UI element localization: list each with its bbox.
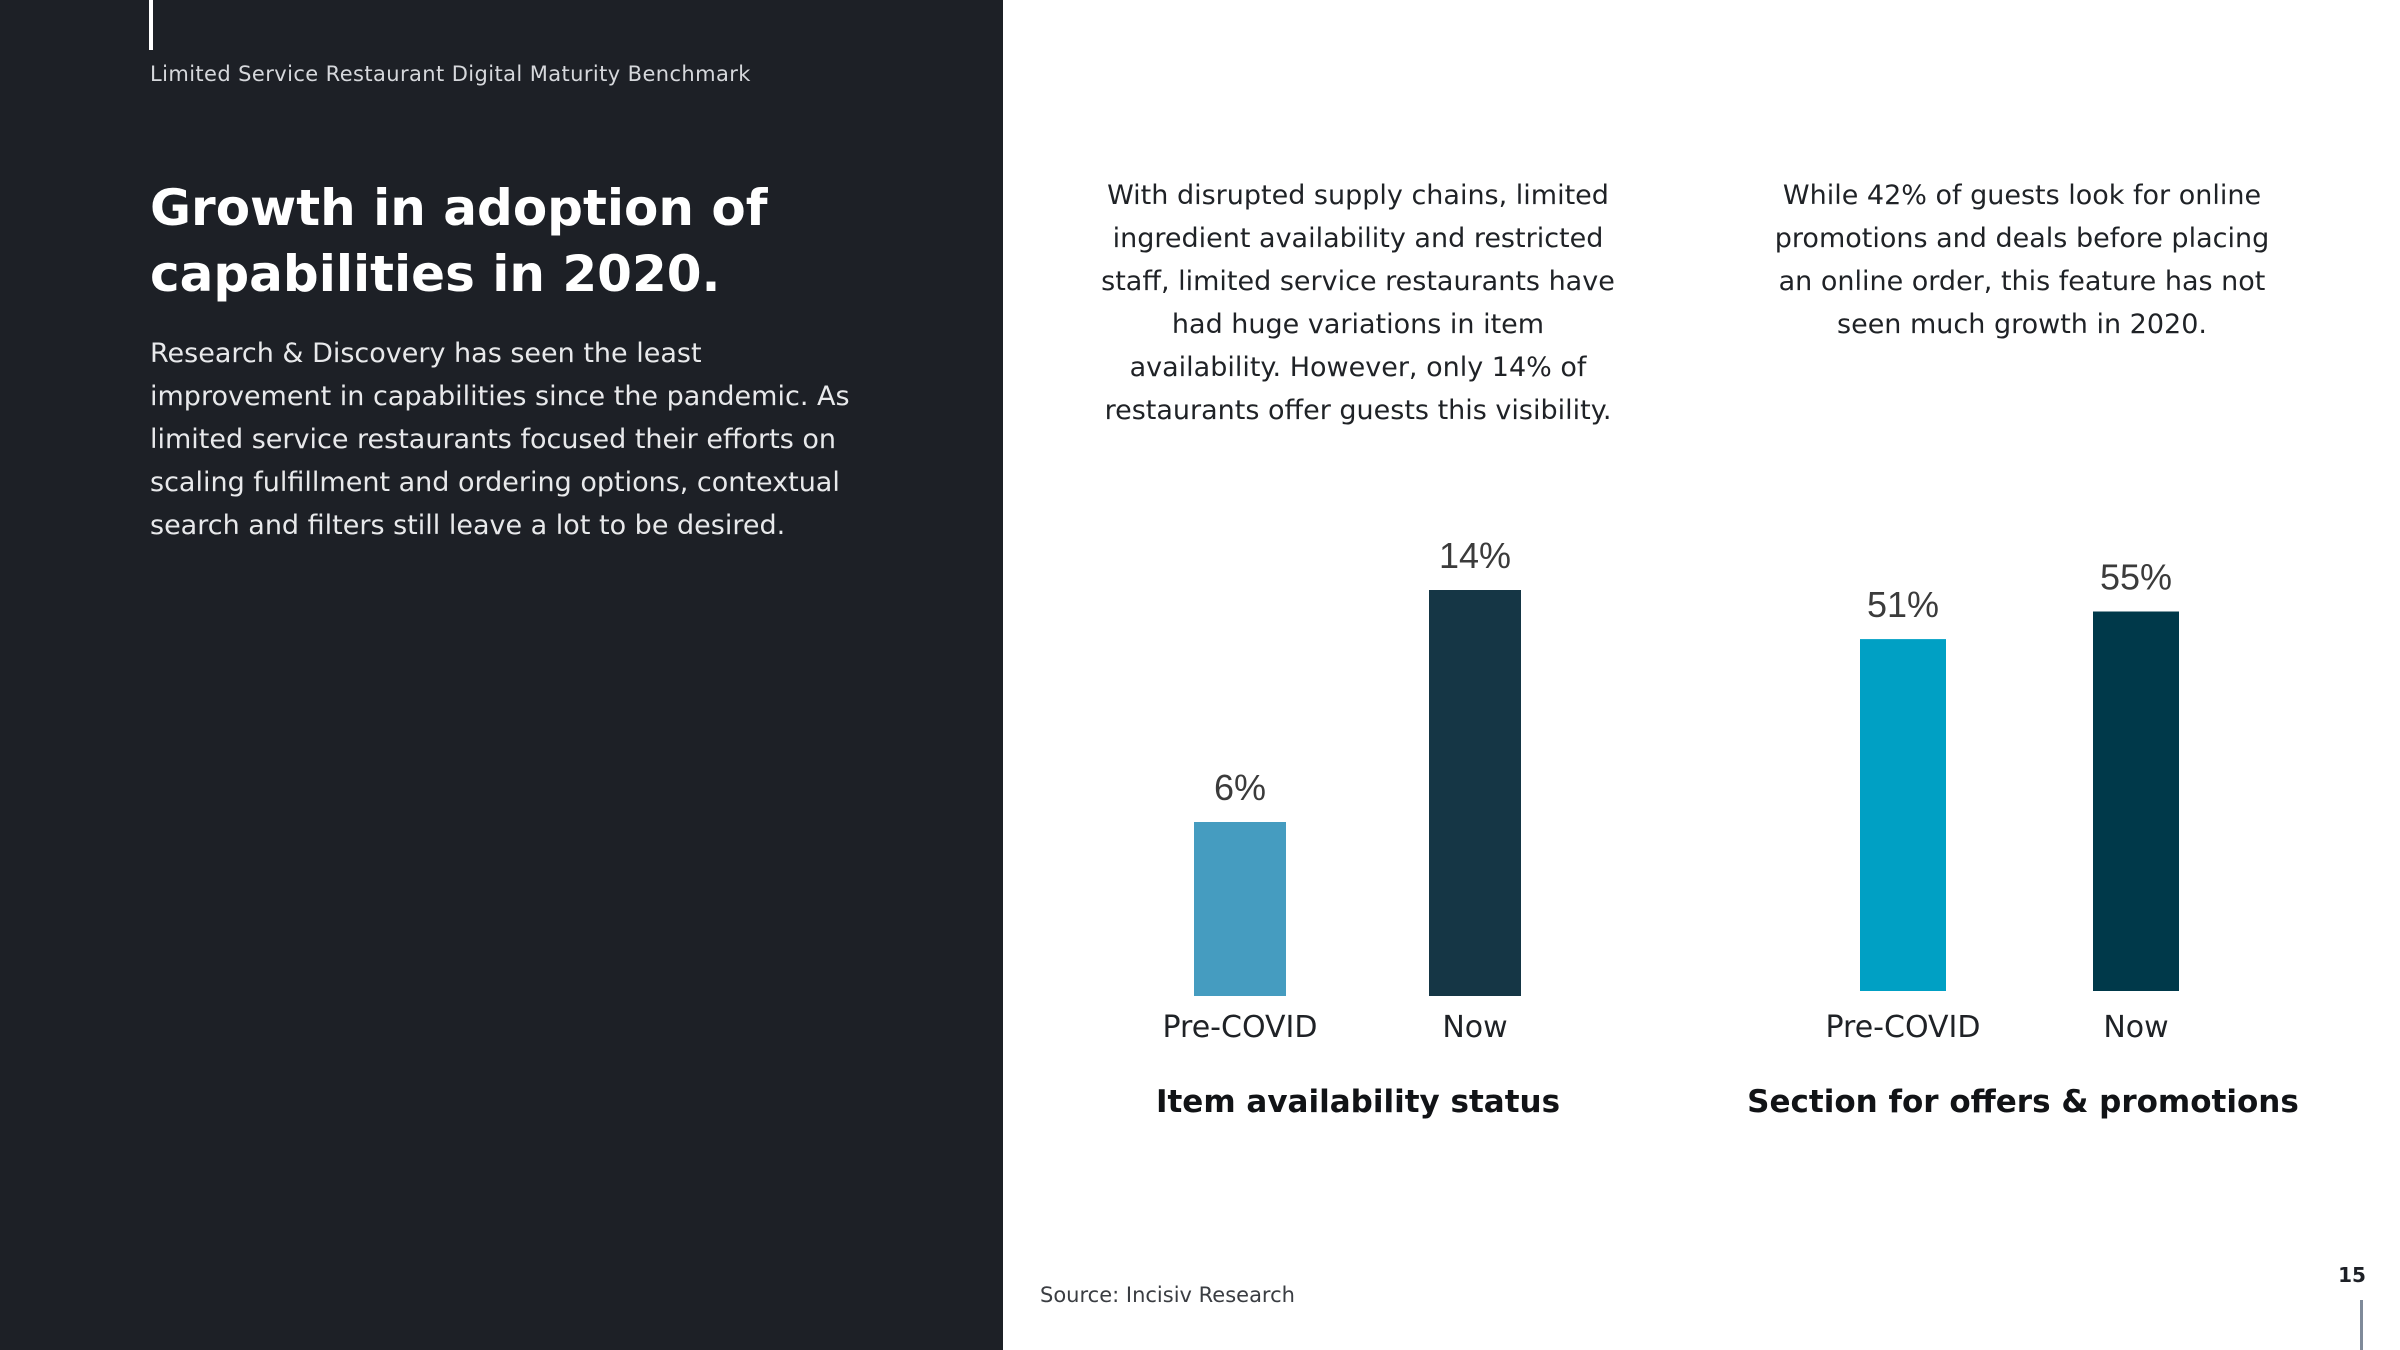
- source-note: Source: Incisiv Research: [1040, 1283, 1295, 1307]
- data-label-2-2: 55%: [2100, 557, 2172, 598]
- category-label-2-1: Pre-COVID: [1825, 1010, 1980, 1045]
- bar-2-2: [2093, 611, 2179, 991]
- accent-line: [149, 0, 153, 50]
- accent-line-bottom: [2360, 1300, 2363, 1350]
- callout-item-availability: With disrupted supply chains, limited in…: [1101, 180, 1615, 426]
- left-panel: Limited Service Restaurant Digital Matur…: [0, 0, 1003, 1350]
- callout-offers-promotions: While 42% of guests look for online prom…: [1774, 180, 2270, 340]
- category-label-1-2: Now: [1442, 1010, 1507, 1045]
- report-header-label: Limited Service Restaurant Digital Matur…: [150, 62, 751, 86]
- chart-title-1: Item availability status: [1156, 1084, 1560, 1120]
- bar-2-1: [1860, 639, 1946, 991]
- category-label-2-2: Now: [2103, 1010, 2168, 1045]
- page-number: 15: [2338, 1263, 2366, 1287]
- bar-1-1: [1194, 822, 1286, 996]
- page-title: Growth in adoption of capabilities in 20…: [150, 179, 768, 303]
- data-label-1-2: 14%: [1439, 535, 1511, 576]
- data-label-2-1: 51%: [1867, 584, 1939, 625]
- category-label-1-1: Pre-COVID: [1162, 1010, 1317, 1045]
- chart-title-2: Section for offers & promotions: [1747, 1084, 2299, 1120]
- data-label-1-1: 6%: [1214, 767, 1266, 808]
- bar-1-2: [1429, 590, 1521, 996]
- intro-paragraph: Research & Discovery has seen the least …: [150, 338, 850, 541]
